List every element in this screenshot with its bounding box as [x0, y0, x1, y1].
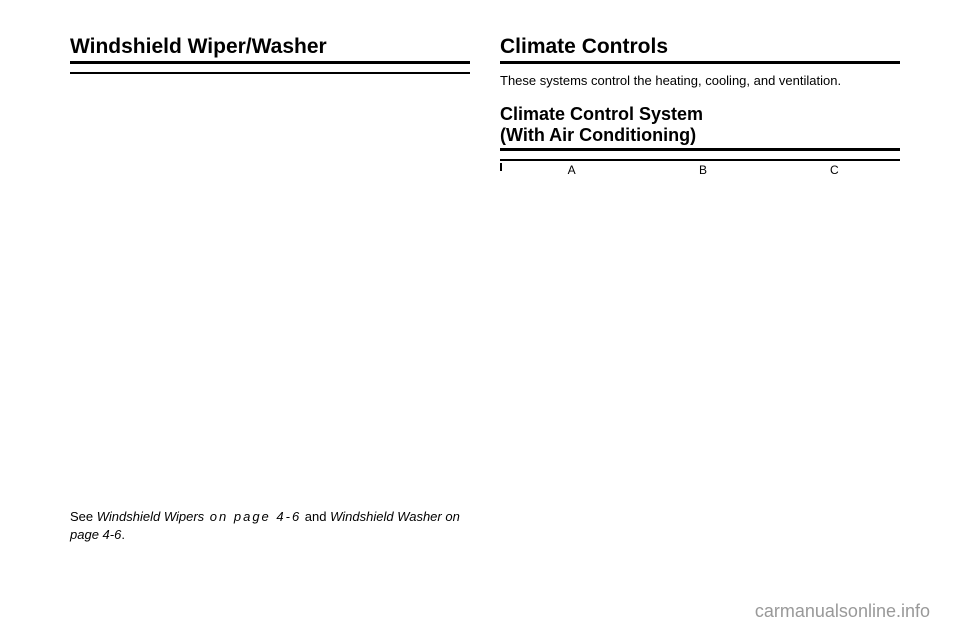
- climate-intro-text: These systems control the heating, cooli…: [500, 72, 900, 90]
- left-image-topbar: [70, 72, 470, 82]
- watermark-text: carmanualsonline.info: [755, 601, 930, 622]
- label-b: B: [637, 163, 768, 177]
- label-c: C: [769, 163, 900, 177]
- wiper-washer-heading: Windshield Wiper/Washer: [70, 35, 470, 64]
- caption-see: See: [70, 509, 97, 524]
- subheading-line1: Climate Control System: [500, 104, 900, 125]
- caption-and: and: [301, 509, 330, 524]
- caption-period: .: [121, 527, 125, 542]
- wiper-caption: See Windshield Wipers on page 4-6 and Wi…: [70, 508, 470, 544]
- caption-link-washer: Windshield Washer: [330, 509, 442, 524]
- wiper-diagram-placeholder: [70, 82, 470, 502]
- climate-controls-heading: Climate Controls: [500, 35, 900, 64]
- caption-link-wipers: Windshield Wipers: [97, 509, 204, 524]
- label-a: A: [506, 163, 637, 177]
- climate-label-row: A B C: [500, 159, 900, 177]
- label-tick: [500, 163, 502, 171]
- caption-page1: on page 4-6: [204, 509, 301, 524]
- subheading-line2: (With Air Conditioning): [500, 125, 900, 146]
- climate-system-subheading: Climate Control System (With Air Conditi…: [500, 104, 900, 151]
- right-column: Climate Controls These systems control t…: [500, 35, 900, 544]
- left-column: Windshield Wiper/Washer See Windshield W…: [70, 35, 470, 544]
